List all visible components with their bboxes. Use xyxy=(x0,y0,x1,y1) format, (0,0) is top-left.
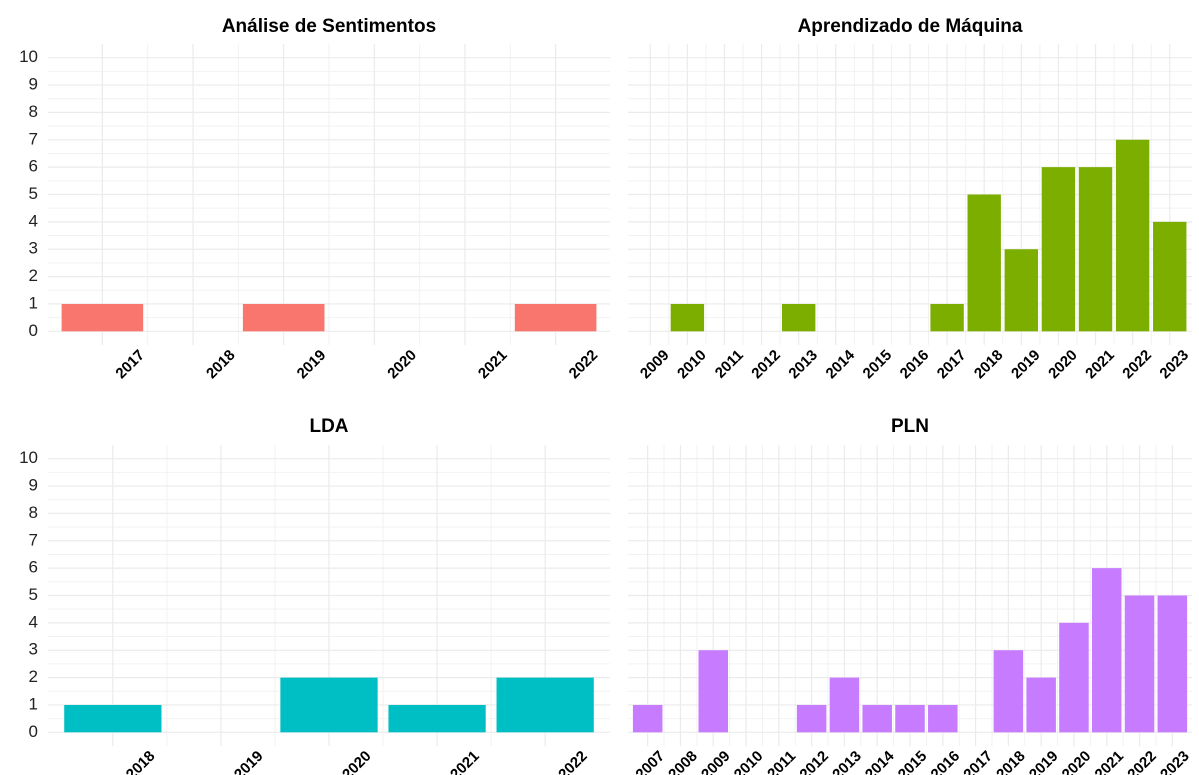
y-tick-label: 4 xyxy=(29,211,38,230)
x-tick-label: 2019 xyxy=(1026,748,1062,775)
x-tick-label: 2015 xyxy=(860,347,896,383)
panel-title: Análise de Sentimentos xyxy=(222,16,436,37)
x-tick-label: 2010 xyxy=(674,347,710,383)
x-tick-label: 2014 xyxy=(862,747,898,775)
bar xyxy=(930,303,964,332)
bar xyxy=(514,303,597,332)
x-tick-label: 2012 xyxy=(748,347,784,383)
x-tick-label: 2014 xyxy=(823,346,859,382)
y-tick-label: 1 xyxy=(29,293,38,312)
x-tick-label: 2017 xyxy=(960,748,996,775)
bar xyxy=(1124,595,1155,733)
x-tick-label: 2008 xyxy=(665,748,701,775)
panel-title: PLN xyxy=(891,416,929,437)
x-tick-label: 2016 xyxy=(928,748,964,775)
bar xyxy=(280,677,378,733)
x-tick-label: 2007 xyxy=(632,748,668,775)
x-tick-label: 2023 xyxy=(1157,748,1193,775)
x-tick-label: 2020 xyxy=(1059,748,1095,775)
bar xyxy=(829,677,860,733)
x-tick-label: 2016 xyxy=(897,347,933,383)
y-tick-label: 3 xyxy=(29,239,38,258)
y-tick-label: 7 xyxy=(29,129,38,148)
y-tick-label: 5 xyxy=(29,585,38,604)
bar xyxy=(1059,622,1089,733)
y-tick-label: 0 xyxy=(29,321,38,340)
bar xyxy=(895,704,925,733)
x-tick-label: 2017 xyxy=(112,347,148,383)
x-tick-label: 2013 xyxy=(785,347,821,383)
panel-title: Aprendizado de Máquina xyxy=(798,16,1023,37)
x-tick-label: 2019 xyxy=(1008,347,1044,383)
y-tick-label: 0 xyxy=(29,722,38,741)
x-tick-label: 2020 xyxy=(1045,347,1081,383)
x-tick-label: 2018 xyxy=(971,347,1007,383)
y-tick-label: 1 xyxy=(29,694,38,713)
x-tick-label: 2019 xyxy=(231,748,267,775)
y-tick-label: 6 xyxy=(29,558,38,577)
bar xyxy=(242,303,325,332)
y-tick-label: 8 xyxy=(29,102,38,121)
bar xyxy=(1026,677,1056,733)
y-tick-label: 6 xyxy=(29,157,38,176)
bar xyxy=(1004,249,1039,332)
y-tick-label: 9 xyxy=(29,75,38,94)
x-tick-label: 2018 xyxy=(993,748,1029,775)
bar xyxy=(632,704,663,733)
x-tick-label: 2022 xyxy=(555,748,591,775)
y-tick-label: 2 xyxy=(29,667,38,686)
x-tick-label: 2009 xyxy=(637,347,673,383)
x-tick-label: 2013 xyxy=(829,748,865,775)
x-tick-label: 2021 xyxy=(475,347,511,383)
y-tick-label: 7 xyxy=(29,530,38,549)
x-tick-label: 2018 xyxy=(203,347,239,383)
x-tick-label: 2011 xyxy=(712,347,747,382)
x-tick-label: 2023 xyxy=(1156,347,1192,383)
bar xyxy=(796,704,827,733)
x-tick-label: 2021 xyxy=(1082,347,1118,383)
x-tick-label: 2010 xyxy=(731,748,767,775)
x-tick-label: 2021 xyxy=(1092,748,1128,775)
y-tick-label: 10 xyxy=(19,448,38,467)
panel-title: LDA xyxy=(309,416,348,437)
bar xyxy=(64,704,162,733)
bar xyxy=(1157,595,1188,733)
bar xyxy=(670,303,705,332)
x-tick-label: 2022 xyxy=(1124,748,1160,775)
bar xyxy=(1078,167,1113,332)
bar xyxy=(496,677,594,733)
x-tick-label: 2020 xyxy=(384,347,420,383)
y-tick-label: 2 xyxy=(29,266,38,285)
x-tick-label: 2018 xyxy=(123,748,159,775)
y-tick-label: 9 xyxy=(29,476,38,495)
y-tick-label: 3 xyxy=(29,640,38,659)
bar xyxy=(928,704,958,733)
x-tick-label: 2021 xyxy=(447,748,483,775)
bar xyxy=(1041,167,1076,332)
y-tick-label: 5 xyxy=(29,184,38,203)
y-tick-label: 4 xyxy=(29,612,38,631)
bar xyxy=(698,650,729,733)
x-tick-label: 2011 xyxy=(764,748,799,775)
x-tick-label: 2015 xyxy=(895,748,931,775)
x-tick-label: 2022 xyxy=(1119,347,1155,383)
x-tick-label: 2020 xyxy=(339,748,375,775)
y-tick-label: 10 xyxy=(19,47,38,66)
bar xyxy=(993,650,1024,733)
x-tick-label: 2009 xyxy=(698,748,734,775)
bar xyxy=(1091,568,1122,733)
bar xyxy=(1115,139,1150,332)
bar xyxy=(967,194,1001,332)
x-tick-label: 2012 xyxy=(796,748,832,775)
x-tick-label: 2017 xyxy=(934,347,970,383)
x-tick-label: 2019 xyxy=(294,347,330,383)
x-tick-label: 2022 xyxy=(566,347,602,383)
y-tick-label: 8 xyxy=(29,503,38,522)
bar xyxy=(388,704,486,733)
bar xyxy=(61,303,144,332)
bar xyxy=(781,303,816,332)
bar xyxy=(862,704,892,733)
bar xyxy=(1153,221,1187,332)
